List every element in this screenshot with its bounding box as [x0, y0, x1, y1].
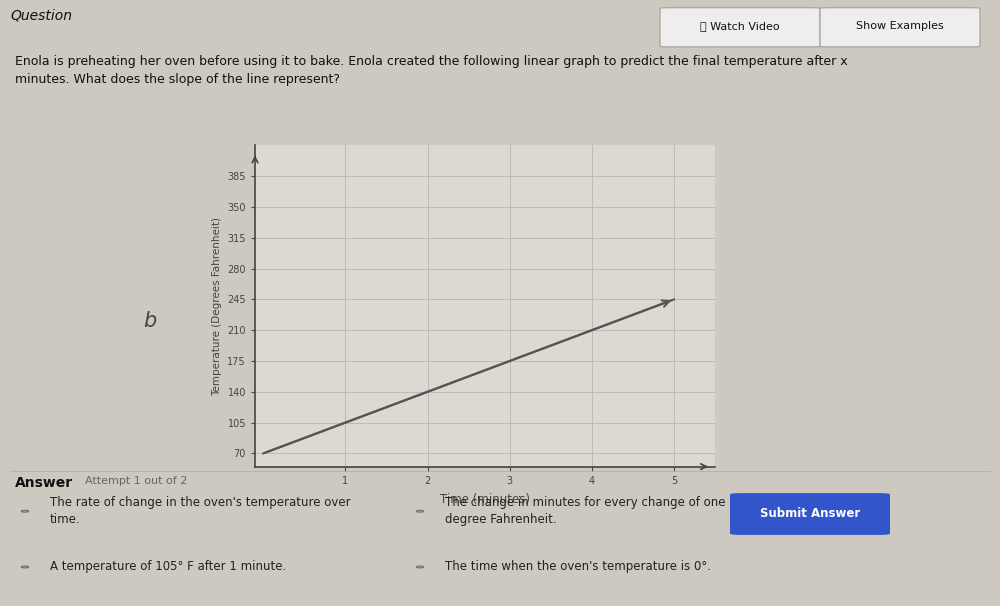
FancyBboxPatch shape — [820, 8, 980, 47]
Text: Attempt 1 out of 2: Attempt 1 out of 2 — [85, 476, 187, 487]
X-axis label: Time (minutes): Time (minutes) — [440, 493, 530, 505]
Text: Show Examples: Show Examples — [856, 21, 944, 31]
FancyBboxPatch shape — [730, 493, 890, 535]
Text: The rate of change in the oven's temperature over
time.: The rate of change in the oven's tempera… — [50, 496, 351, 525]
Ellipse shape — [21, 510, 29, 512]
Text: ⓘ Watch Video: ⓘ Watch Video — [700, 21, 780, 31]
Text: The time when the oven's temperature is 0°.: The time when the oven's temperature is … — [445, 560, 711, 573]
FancyBboxPatch shape — [660, 8, 820, 47]
Text: The change in minutes for every change of one
degree Fahrenheit.: The change in minutes for every change o… — [445, 496, 726, 525]
Ellipse shape — [21, 566, 29, 568]
Text: b: b — [143, 311, 157, 331]
Ellipse shape — [416, 566, 424, 568]
Ellipse shape — [416, 510, 424, 512]
Y-axis label: Temperature (Degrees Fahrenheit): Temperature (Degrees Fahrenheit) — [212, 216, 222, 396]
Text: Submit Answer: Submit Answer — [760, 507, 860, 520]
Text: Answer: Answer — [15, 476, 73, 490]
Text: Enola is preheating her oven before using it to bake. Enola created the followin: Enola is preheating her oven before usin… — [15, 55, 848, 86]
Text: A temperature of 105° F after 1 minute.: A temperature of 105° F after 1 minute. — [50, 560, 286, 573]
Text: Question: Question — [10, 8, 72, 22]
